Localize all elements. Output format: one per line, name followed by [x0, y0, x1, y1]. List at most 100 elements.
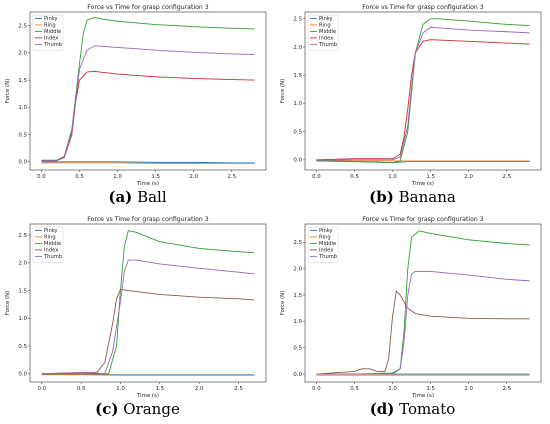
panel-orange: Force vs Time for grasp configuration 3 0… — [0, 212, 275, 424]
x-tick-label: 0.5 — [77, 386, 86, 392]
legend-entry-ring: Ring — [44, 23, 56, 29]
y-axis-label: Force (N) — [5, 291, 11, 316]
x-tick-label: 0.0 — [312, 174, 321, 180]
y-axis-label: Force (N) — [280, 79, 286, 104]
panel-banana: Force vs Time for grasp configuration 3 0… — [275, 0, 550, 212]
x-axis-label: Time (s) — [136, 393, 159, 399]
plot-frame — [304, 223, 542, 383]
x-tick-label: 1.5 — [426, 386, 435, 392]
legend-entry-middle: Middle — [44, 241, 61, 247]
y-tick-label: 1.5 — [293, 293, 302, 299]
y-tick-label: 2.0 — [293, 267, 302, 273]
chart-tomato: Force vs Time for grasp configuration 3 0… — [280, 216, 542, 399]
y-tick-label: 2.0 — [293, 45, 302, 51]
plot-frame — [29, 223, 267, 383]
legend-box — [307, 226, 339, 263]
series-line-thumb — [41, 45, 255, 162]
caption-ball: (a) Ball — [0, 188, 275, 206]
series-line-ring — [41, 374, 255, 376]
chart-title: Force vs Time for grasp configuration 3 — [87, 216, 209, 223]
chart-title: Force vs Time for grasp configuration 3 — [362, 4, 484, 11]
legend-entry-ring: Ring — [319, 23, 331, 29]
legend-box — [307, 14, 339, 51]
series-line-pinky — [41, 161, 255, 164]
x-tick-label: 0.5 — [350, 386, 359, 392]
legend-box — [32, 226, 64, 263]
chart-title: Force vs Time for grasp configuration 3 — [87, 4, 209, 11]
x-tick-label: 2.5 — [502, 174, 511, 180]
legend-entry-pinky: Pinky — [44, 228, 58, 234]
x-tick-label: 1.5 — [156, 386, 165, 392]
y-tick-label: 2.5 — [18, 233, 27, 239]
series-line-index — [41, 70, 255, 162]
legend-entry-ring: Ring — [44, 235, 56, 241]
panel-tomato: Force vs Time for grasp configuration 3 0… — [275, 212, 550, 424]
y-tick-label: 1.5 — [293, 73, 302, 79]
x-tick-label: 0.0 — [38, 386, 47, 392]
series-line-thumb — [41, 259, 255, 375]
x-tick-label: 1.5 — [151, 174, 160, 180]
series-line-ring — [41, 162, 255, 164]
series-line-thumb — [316, 26, 530, 161]
caption-label: (a) — [108, 188, 133, 206]
x-tick-label: 1.0 — [116, 386, 125, 392]
caption-tomato: (d) Tomato — [275, 400, 550, 418]
y-tick-label: 2.0 — [18, 261, 27, 267]
x-tick-label: 2.0 — [464, 174, 473, 180]
y-tick-label: 0.0 — [18, 371, 27, 377]
caption-name: Banana — [398, 188, 456, 206]
x-tick-label: 0.5 — [75, 174, 84, 180]
chart-banana: Force vs Time for grasp configuration 3 0… — [280, 4, 542, 187]
series-line-index — [41, 288, 255, 375]
legend-entry-pinky: Pinky — [319, 228, 333, 234]
x-tick-label: 2.0 — [189, 174, 198, 180]
legend-entry-index: Index — [44, 248, 58, 254]
x-tick-label: 1.0 — [113, 174, 122, 180]
y-tick-label: 0.0 — [18, 160, 27, 166]
legend-entry-thumb: Thumb — [318, 42, 338, 48]
series-line-middle — [316, 230, 530, 375]
caption-name: Ball — [137, 188, 167, 206]
x-axis-label: Time (s) — [411, 181, 434, 187]
panel-ball: Force vs Time for grasp configuration 3 0… — [0, 0, 275, 212]
x-tick-label: 0.0 — [37, 174, 46, 180]
y-tick-label: 0.0 — [293, 158, 302, 164]
y-tick-label: 1.5 — [18, 288, 27, 294]
y-tick-label: 1.0 — [18, 316, 27, 322]
y-tick-label: 0.5 — [18, 344, 27, 350]
series-line-index — [316, 290, 530, 375]
y-tick-label: 1.5 — [18, 78, 27, 84]
plot-frame — [304, 11, 542, 171]
legend-entry-pinky: Pinky — [44, 16, 58, 22]
legend-entry-pinky: Pinky — [319, 16, 333, 22]
series-line-thumb — [316, 270, 530, 375]
legend-entry-index: Index — [44, 36, 58, 42]
legend-box — [32, 14, 64, 51]
y-tick-label: 0.0 — [293, 372, 302, 378]
legend-entry-ring: Ring — [319, 235, 331, 241]
y-tick-label: 0.5 — [293, 346, 302, 352]
legend-entry-middle: Middle — [319, 241, 336, 247]
x-tick-label: 2.0 — [195, 386, 204, 392]
legend-entry-index: Index — [319, 36, 333, 42]
caption-name: Orange — [123, 400, 180, 418]
y-axis-label: Force (N) — [5, 79, 11, 104]
y-tick-label: 0.5 — [293, 129, 302, 135]
y-tick-label: 2.5 — [18, 23, 27, 29]
series-line-pinky — [41, 373, 255, 376]
y-tick-label: 2.5 — [293, 17, 302, 23]
plot-frame — [29, 11, 267, 171]
x-tick-label: 0.0 — [312, 386, 321, 392]
x-axis-label: Time (s) — [136, 181, 159, 187]
caption-banana: (b) Banana — [275, 188, 550, 206]
y-axis-label: Force (N) — [280, 291, 286, 316]
x-axis-label: Time (s) — [411, 393, 434, 399]
series-line-index — [316, 39, 530, 161]
x-tick-label: 0.5 — [350, 174, 359, 180]
x-tick-label: 1.5 — [426, 174, 435, 180]
x-tick-label: 2.5 — [502, 386, 511, 392]
x-tick-label: 2.5 — [227, 174, 236, 180]
caption-label: (d) — [369, 400, 395, 418]
y-tick-label: 0.5 — [18, 132, 27, 138]
x-tick-label: 2.0 — [464, 386, 473, 392]
